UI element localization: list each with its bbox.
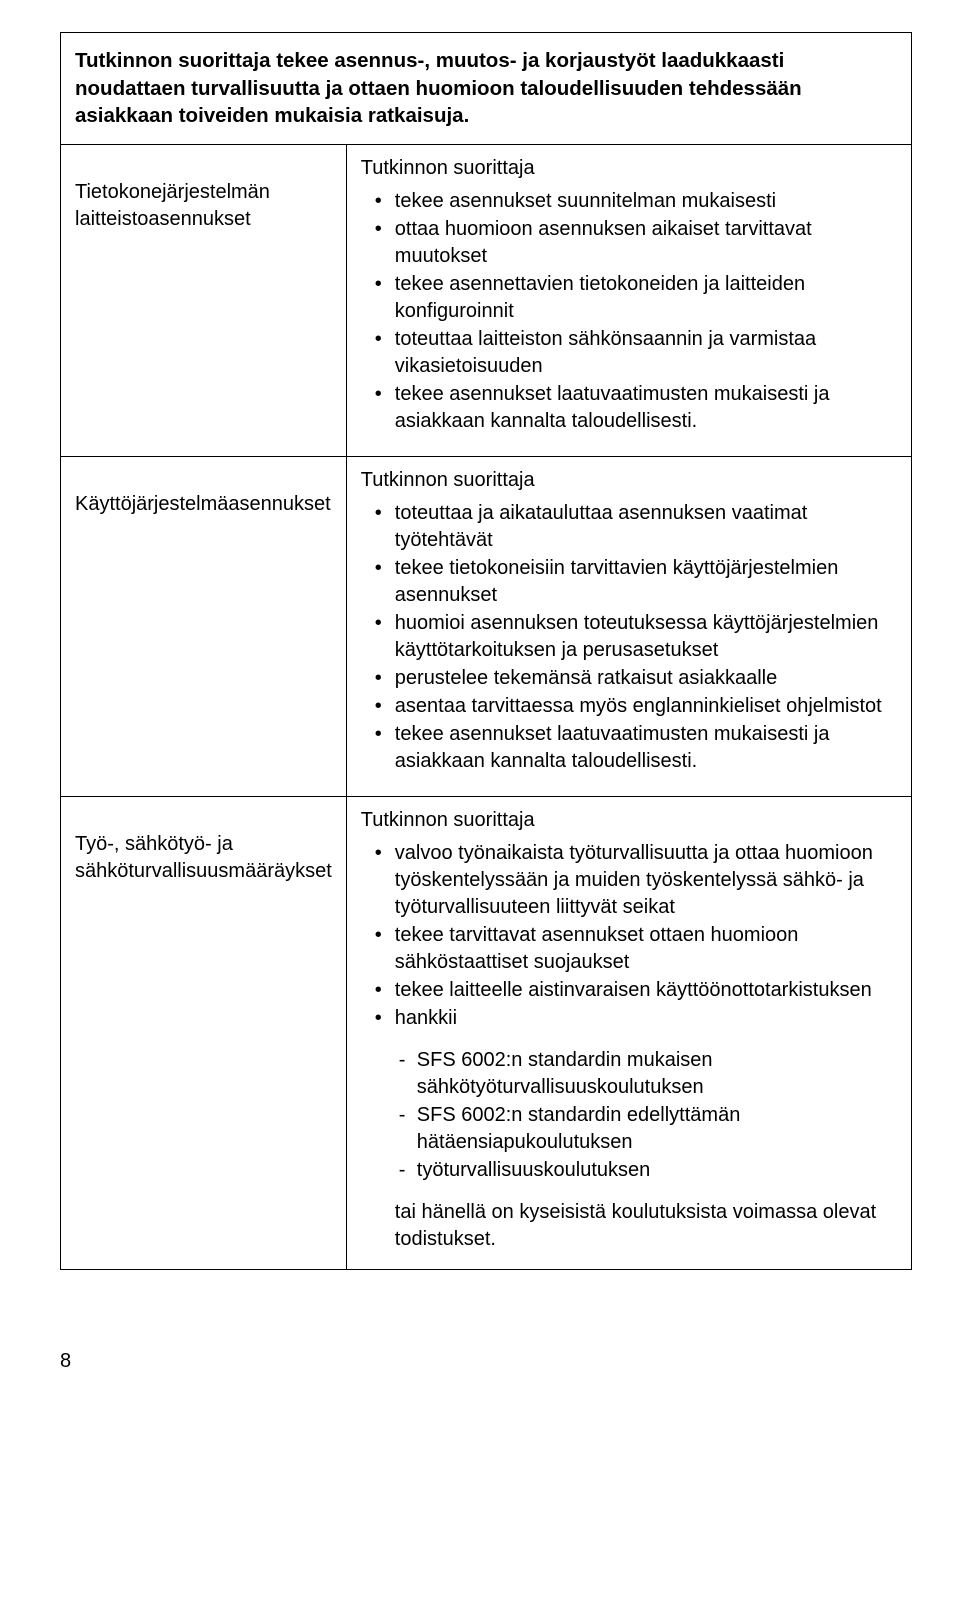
list-item: tekee asennukset suunnitelman mukaisesti — [395, 188, 897, 216]
list-item: valvoo työnaikaista työturvallisuutta ja… — [395, 840, 897, 922]
list-item: huomioi asennuksen toteutuksessa käyttöj… — [395, 610, 897, 665]
list-item: toteuttaa ja aikatauluttaa asennuksen va… — [395, 500, 897, 555]
row-label: Työ-, sähkötyö- ja sähköturvallisuusmäär… — [61, 797, 347, 1270]
table-row: Tietokonejärjestelmän laitteistoasennuks… — [61, 145, 912, 457]
list-item: SFS 6002:n standardin mukaisen sähkötyöt… — [417, 1047, 897, 1102]
row-content: Tutkinnon suorittaja toteuttaa ja aikata… — [346, 457, 911, 797]
bullet-list: toteuttaa ja aikatauluttaa asennuksen va… — [361, 500, 897, 776]
bullet-list: tekee asennukset suunnitelman mukaisesti… — [361, 188, 897, 436]
list-item: tekee tietokoneisiin tarvittavien käyttö… — [395, 555, 897, 610]
table-row: Työ-, sähkötyö- ja sähköturvallisuusmäär… — [61, 797, 912, 1270]
list-item: tekee tarvittavat asennukset ottaen huom… — [395, 922, 897, 977]
list-item: ottaa huomioon asennuksen aikaiset tarvi… — [395, 216, 897, 271]
intro-text: Tutkinnon suorittaja — [361, 467, 897, 494]
bullet-list: valvoo työnaikaista työturvallisuutta ja… — [361, 840, 897, 1033]
list-item: tekee laitteelle aistinvaraisen käyttöön… — [395, 977, 897, 1005]
row-content: Tutkinnon suorittaja tekee asennukset su… — [346, 145, 911, 457]
list-item: SFS 6002:n standardin edellyttämän hätäe… — [417, 1102, 897, 1157]
table-row: Käyttöjärjestelmäasennukset Tutkinnon su… — [61, 457, 912, 797]
list-item: tekee asennettavien tietokoneiden ja lai… — [395, 271, 897, 326]
page-number: 8 — [60, 1350, 912, 1373]
row-label: Tietokonejärjestelmän laitteistoasennuks… — [61, 145, 347, 457]
table-header-row: Tutkinnon suorittaja tekee asennus-, muu… — [61, 33, 912, 145]
list-item: hankkii — [395, 1005, 897, 1033]
list-item: tekee asennukset laatuvaatimusten mukais… — [395, 381, 897, 436]
list-item: toteuttaa laitteiston sähkönsaannin ja v… — [395, 326, 897, 381]
criteria-table: Tutkinnon suorittaja tekee asennus-, muu… — [60, 32, 912, 1270]
list-item: asentaa tarvittaessa myös englanninkieli… — [395, 693, 897, 721]
intro-text: Tutkinnon suorittaja — [361, 807, 897, 834]
list-item: työturvallisuuskoulutuksen — [417, 1157, 897, 1185]
trailing-text: tai hänellä on kyseisistä koulutuksista … — [361, 1199, 897, 1253]
dash-list: SFS 6002:n standardin mukaisen sähkötyöt… — [361, 1047, 897, 1185]
row-content: Tutkinnon suorittaja valvoo työnaikaista… — [346, 797, 911, 1270]
row-label: Käyttöjärjestelmäasennukset — [61, 457, 347, 797]
list-item: perustelee tekemänsä ratkaisut asiakkaal… — [395, 665, 897, 693]
list-item: tekee asennukset laatuvaatimusten mukais… — [395, 721, 897, 776]
intro-text: Tutkinnon suorittaja — [361, 155, 897, 182]
table-header-text: Tutkinnon suorittaja tekee asennus-, muu… — [61, 33, 912, 145]
